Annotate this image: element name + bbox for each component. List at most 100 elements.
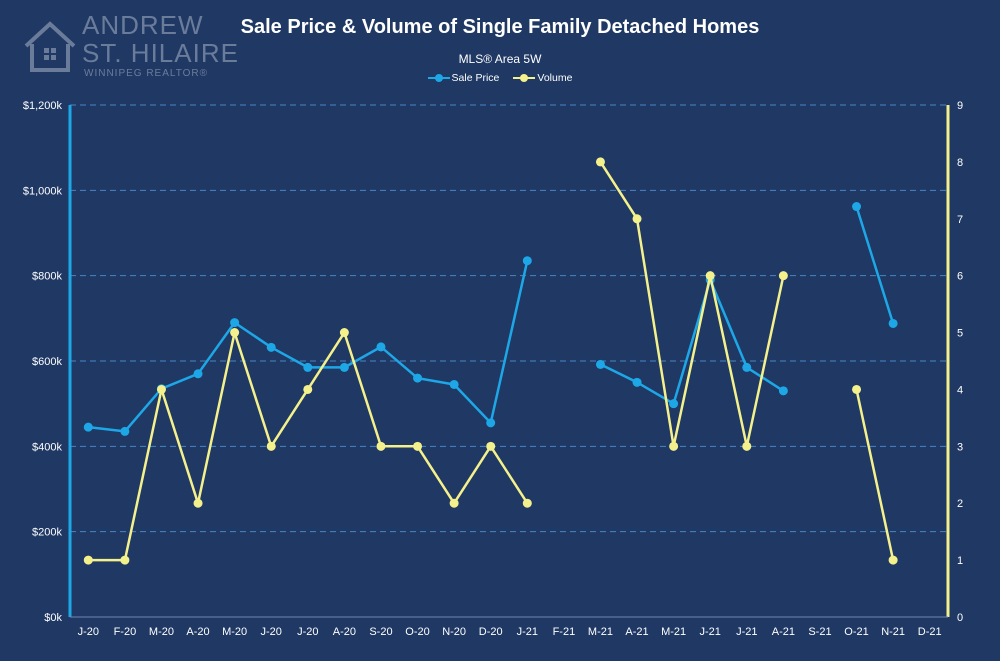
chart-legend: Sale Price Volume bbox=[0, 72, 1000, 84]
data-point-volume bbox=[888, 555, 898, 565]
data-point-volume bbox=[266, 441, 276, 451]
data-point-volume bbox=[742, 441, 752, 451]
legend-swatch-sale-price bbox=[427, 72, 450, 84]
data-point-sale-price bbox=[376, 342, 386, 352]
data-point-sale-price bbox=[83, 422, 93, 432]
data-point-volume bbox=[230, 328, 240, 338]
series-line-volume bbox=[855, 389, 895, 561]
x-tick-label: D-20 bbox=[479, 626, 503, 638]
y-left-tick-label: $800k bbox=[32, 271, 62, 283]
data-point-sale-price bbox=[449, 379, 459, 389]
data-point-sale-price bbox=[120, 426, 130, 436]
legend-item-sale-price: Sale Price bbox=[427, 72, 500, 84]
x-tick-label: A-21 bbox=[625, 626, 648, 638]
y-right-tick-label: 5 bbox=[957, 328, 963, 340]
x-tick-label: J-21 bbox=[736, 626, 757, 638]
x-tick-label: F-21 bbox=[553, 626, 576, 638]
data-point-sale-price bbox=[852, 202, 862, 212]
x-tick-label: M-21 bbox=[588, 626, 613, 638]
y-right-tick-label: 4 bbox=[957, 384, 963, 396]
x-tick-label: S-21 bbox=[808, 626, 831, 638]
data-point-volume bbox=[486, 441, 496, 451]
logo-name-line1: ANDREW bbox=[82, 10, 204, 40]
data-point-sale-price bbox=[522, 256, 532, 266]
x-tick-label: O-20 bbox=[405, 626, 429, 638]
data-point-volume bbox=[449, 498, 459, 508]
data-point-sale-price bbox=[193, 369, 203, 379]
x-tick-label: J-21 bbox=[517, 626, 538, 638]
data-point-sale-price bbox=[413, 373, 423, 383]
data-point-sale-price bbox=[266, 342, 276, 352]
data-point-sale-price bbox=[303, 362, 313, 372]
data-point-sale-price bbox=[632, 377, 642, 387]
x-tick-label: A-20 bbox=[186, 626, 209, 638]
chart-subtitle: MLS® Area 5W bbox=[458, 52, 542, 66]
logo-name-line2: ST. HILAIRE bbox=[82, 38, 239, 68]
data-point-volume bbox=[413, 441, 423, 451]
y-left-tick-label: $600k bbox=[32, 356, 62, 368]
y-left-tick-label: $1,000k bbox=[23, 185, 63, 197]
y-left-tick-label: $400k bbox=[32, 441, 62, 453]
x-tick-label: J-21 bbox=[700, 626, 721, 638]
x-tick-label: J-20 bbox=[297, 626, 318, 638]
x-tick-label: J-20 bbox=[261, 626, 282, 638]
house-icon bbox=[24, 21, 76, 72]
data-point-sale-price bbox=[595, 359, 605, 369]
data-point-volume bbox=[595, 157, 605, 167]
x-tick-label: A-20 bbox=[333, 626, 356, 638]
realtor-logo: ANDREW ST. HILAIRE WINNIPEG REALTOR® bbox=[22, 10, 238, 82]
x-tick-label: M-21 bbox=[661, 626, 686, 638]
legend-swatch-volume bbox=[513, 72, 536, 84]
series-line-sale-price bbox=[855, 206, 895, 324]
data-point-volume bbox=[303, 384, 313, 394]
data-point-volume bbox=[778, 271, 788, 281]
y-right-tick-label: 7 bbox=[957, 214, 963, 226]
x-tick-label: N-20 bbox=[442, 626, 466, 638]
data-point-sale-price bbox=[669, 399, 679, 409]
y-right-tick-label: 0 bbox=[957, 612, 963, 624]
data-point-sale-price bbox=[888, 318, 898, 328]
data-point-volume bbox=[522, 498, 532, 508]
y-right-tick-label: 8 bbox=[957, 157, 963, 169]
y-right-tick-label: 3 bbox=[957, 441, 963, 453]
x-tick-label: N-21 bbox=[881, 626, 905, 638]
data-point-sale-price bbox=[486, 418, 496, 428]
chart-title: Sale Price & Volume of Single Family Det… bbox=[240, 16, 760, 38]
y-right-tick-label: 6 bbox=[957, 271, 963, 283]
legend-label-sale-price: Sale Price bbox=[451, 72, 500, 84]
x-tick-label: A-21 bbox=[772, 626, 795, 638]
data-point-sale-price bbox=[230, 318, 240, 328]
data-point-volume bbox=[376, 441, 386, 451]
legend-label-volume: Volume bbox=[537, 72, 573, 84]
series-line-sale-price bbox=[599, 278, 785, 405]
data-point-volume bbox=[156, 384, 166, 394]
data-point-volume bbox=[120, 555, 130, 565]
data-point-volume bbox=[669, 441, 679, 451]
y-right-tick-label: 9 bbox=[957, 100, 963, 112]
data-point-volume bbox=[632, 214, 642, 224]
data-point-volume bbox=[339, 328, 349, 338]
legend-item-volume: Volume bbox=[513, 72, 572, 84]
x-tick-label: M-20 bbox=[149, 626, 174, 638]
y-left-tick-label: $0k bbox=[44, 612, 62, 624]
x-tick-label: O-21 bbox=[844, 626, 868, 638]
data-point-volume bbox=[852, 384, 862, 394]
x-tick-label: D-21 bbox=[918, 626, 942, 638]
data-point-volume bbox=[193, 498, 203, 508]
y-right-tick-label: 1 bbox=[957, 555, 963, 567]
data-point-volume bbox=[705, 271, 715, 281]
series-line-volume bbox=[599, 161, 785, 448]
y-right-tick-label: 2 bbox=[957, 498, 963, 510]
logo-tagline: WINNIPEG REALTOR® bbox=[84, 68, 209, 79]
x-tick-label: S-20 bbox=[369, 626, 392, 638]
data-point-volume bbox=[83, 555, 93, 565]
y-left-tick-label: $200k bbox=[32, 527, 62, 539]
x-tick-label: J-20 bbox=[78, 626, 99, 638]
series-line-sale-price bbox=[88, 260, 529, 433]
data-point-sale-price bbox=[778, 386, 788, 396]
data-point-sale-price bbox=[339, 362, 349, 372]
y-left-tick-label: $1,200k bbox=[23, 100, 63, 112]
data-point-sale-price bbox=[742, 362, 752, 372]
x-tick-label: M-20 bbox=[222, 626, 247, 638]
